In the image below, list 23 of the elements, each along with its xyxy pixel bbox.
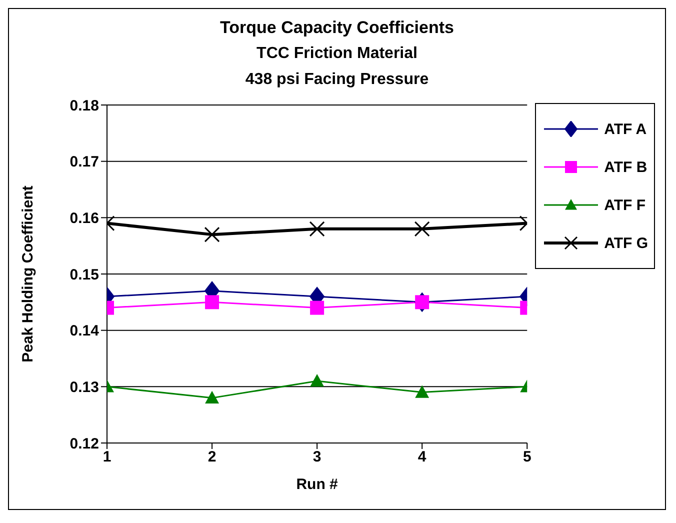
y-tick-label: 0.12 bbox=[70, 435, 99, 452]
x-tick-label: 1 bbox=[102, 448, 112, 466]
x-tick-label: 3 bbox=[312, 448, 322, 466]
x-tick-label: 5 bbox=[522, 448, 532, 466]
y-tick-label: 0.16 bbox=[70, 210, 99, 227]
point bbox=[310, 374, 324, 387]
y-axis-title: Peak Holding Coefficient bbox=[19, 186, 36, 362]
x-tick-label: 4 bbox=[418, 448, 427, 466]
y-tick-label: 0.13 bbox=[70, 378, 99, 396]
x-axis-title: Run # bbox=[296, 476, 339, 493]
legend-label: ATF F bbox=[604, 196, 646, 214]
y-tick-label: 0.14 bbox=[70, 322, 100, 340]
y-tick-label: 0.17 bbox=[70, 154, 99, 171]
point bbox=[309, 221, 325, 237]
x-tick-label: 2 bbox=[208, 448, 216, 466]
chart-title: Torque Capacity Coefficients bbox=[219, 17, 455, 39]
y-tick-label: 0.15 bbox=[70, 266, 99, 284]
y-tick-label: 0.18 bbox=[70, 97, 99, 114]
legend-label: ATF G bbox=[604, 234, 648, 252]
legend-label: ATF B bbox=[604, 158, 648, 176]
point bbox=[310, 300, 324, 315]
legend-label: ATF A bbox=[604, 120, 647, 138]
chart-subtitle: TCC Friction Material 438 psi Facing Pressure bbox=[244, 44, 430, 90]
